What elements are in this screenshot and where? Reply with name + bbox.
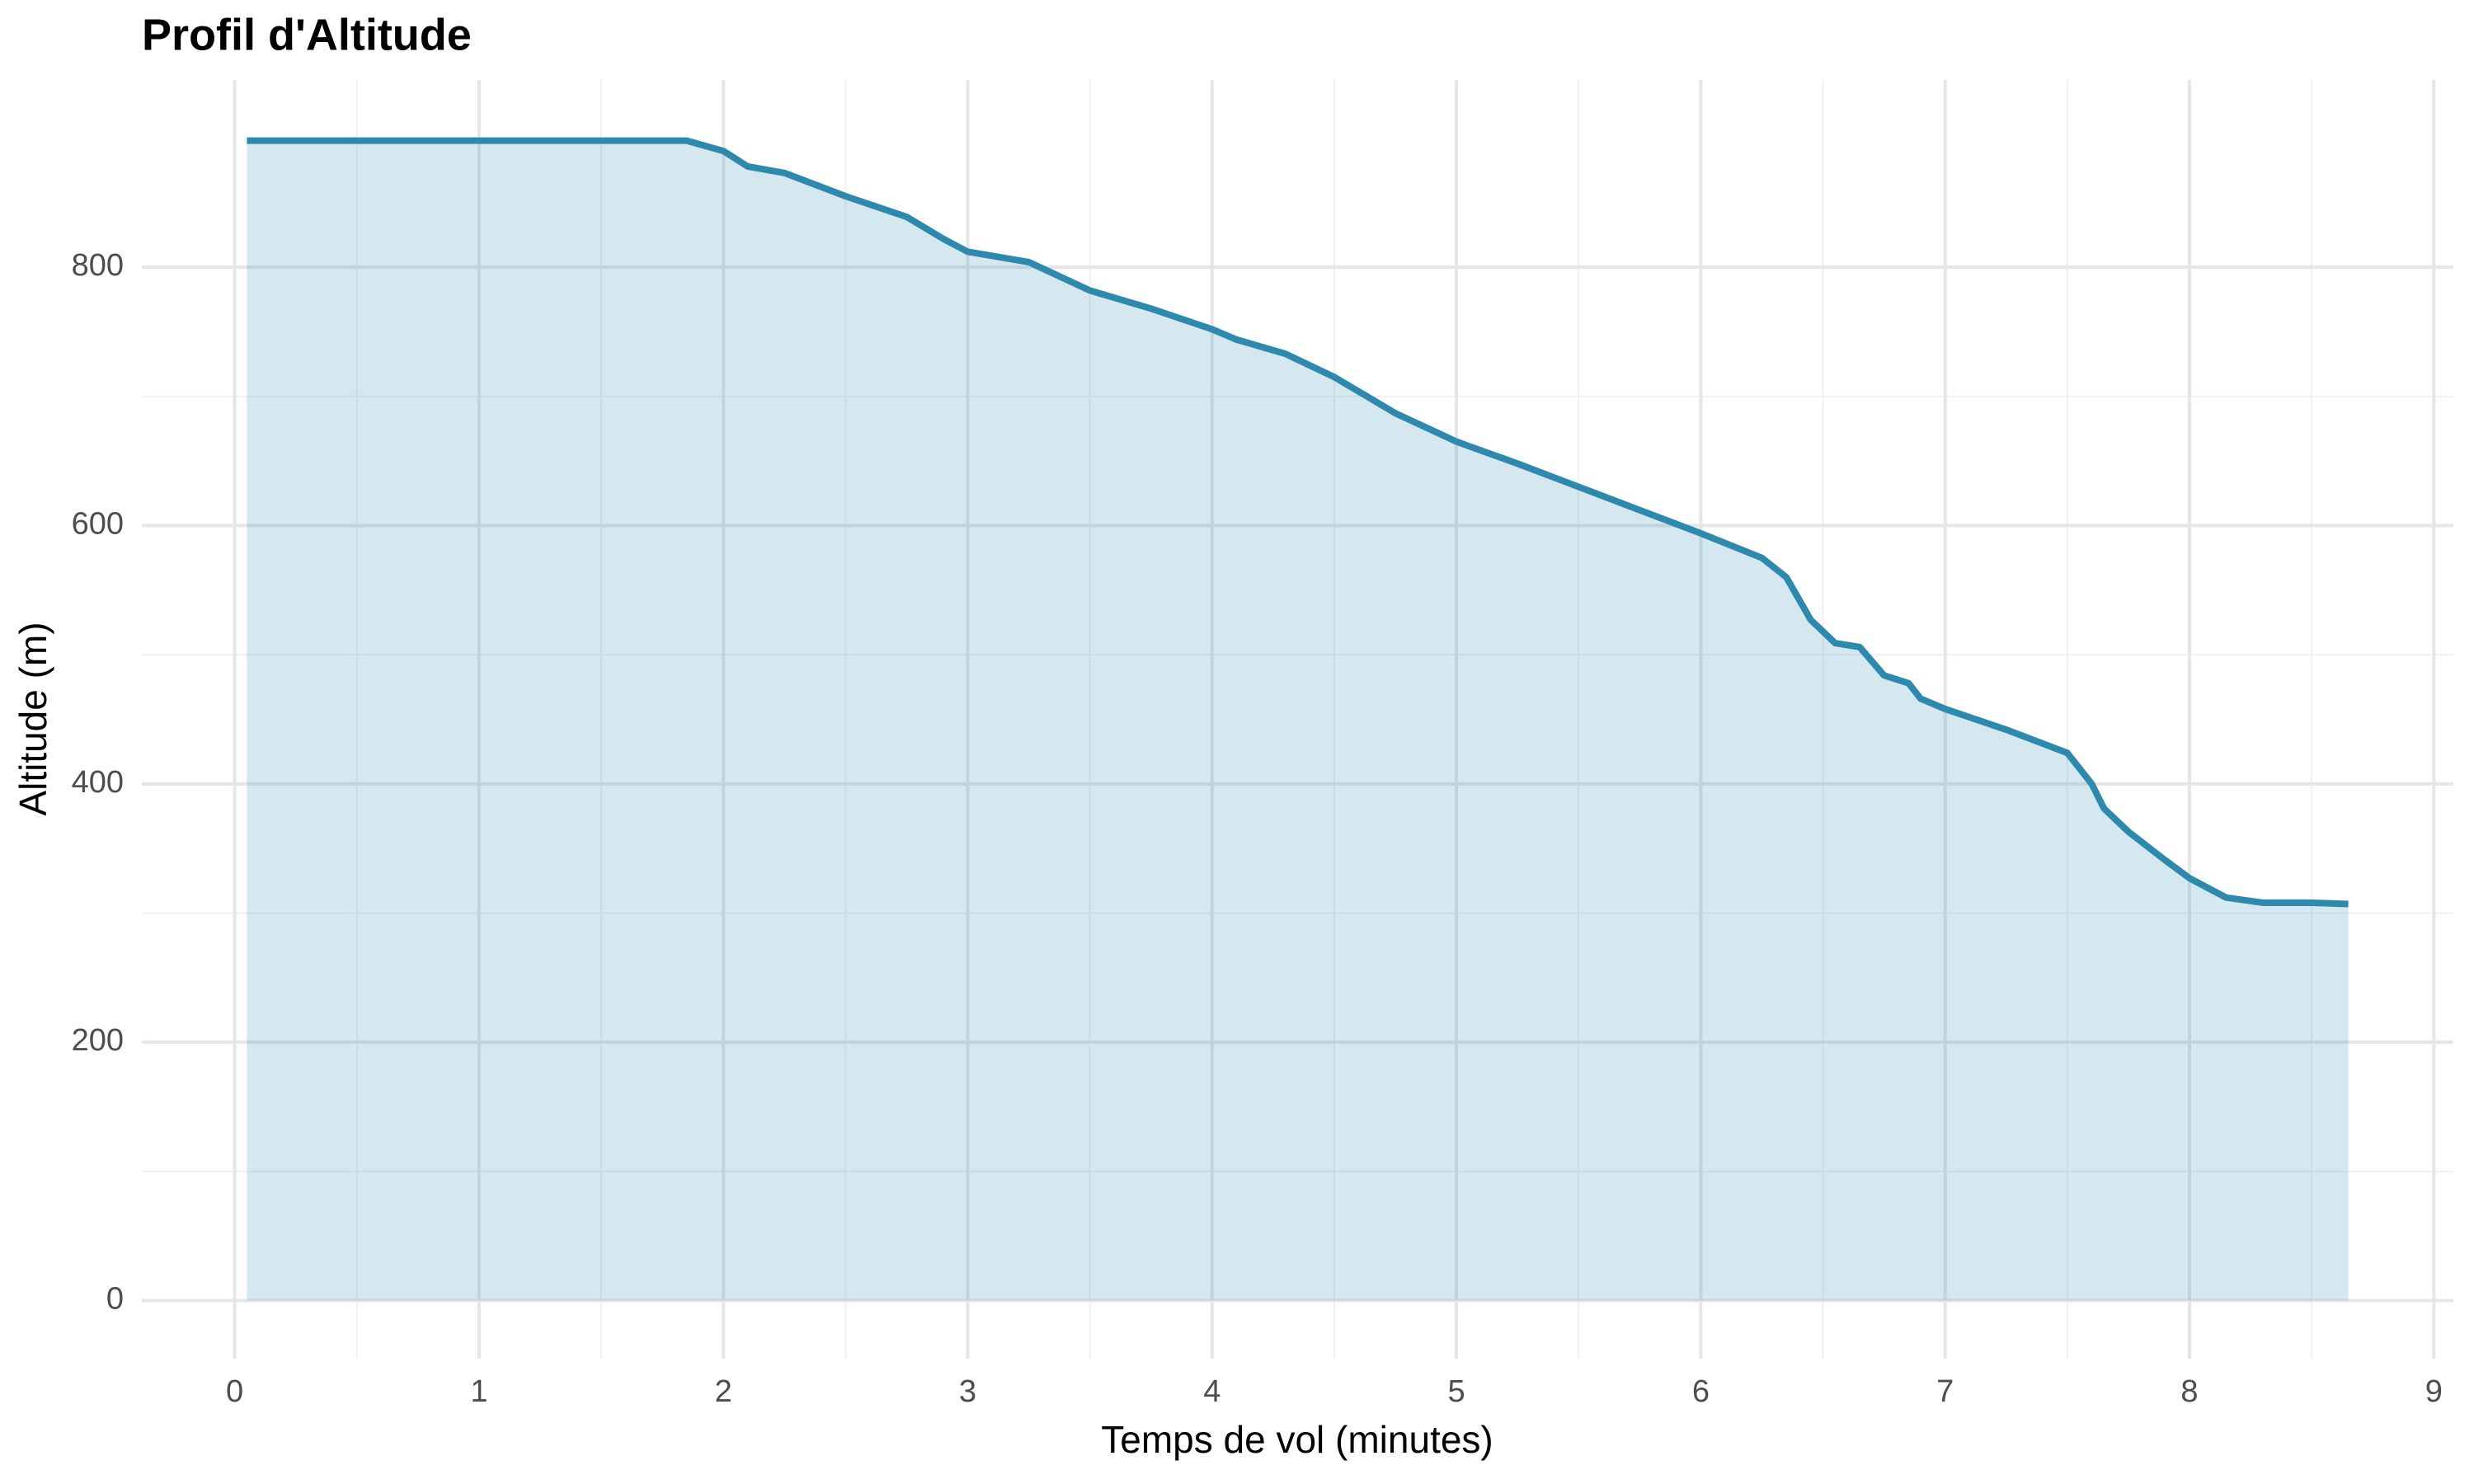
x-tick-label: 3 [959,1374,976,1409]
x-tick-label: 9 [2425,1374,2443,1409]
chart-title: Profil d'Altitude [142,10,472,59]
area [247,140,2349,1301]
x-tick-label: 1 [470,1374,487,1409]
y-tick-label: 800 [72,248,124,283]
x-tick-label: 6 [1692,1374,1710,1409]
x-tick-label: 7 [1936,1374,1954,1409]
y-tick-label: 0 [106,1282,124,1317]
x-tick-label: 2 [715,1374,732,1409]
y-tick-label: 200 [72,1023,124,1058]
x-tick-label: 8 [2180,1374,2198,1409]
x-tick-label: 5 [1448,1374,1465,1409]
y-tick-label: 400 [72,765,124,800]
y-tick-label: 600 [72,507,124,542]
y-axis-title: Altitude (m) [12,622,54,815]
line [247,137,2349,908]
x-axis-title: Temps de vol (minutes) [1101,1418,1493,1461]
x-tick-label: 4 [1203,1374,1221,1409]
x-tick-label: 0 [226,1374,243,1409]
